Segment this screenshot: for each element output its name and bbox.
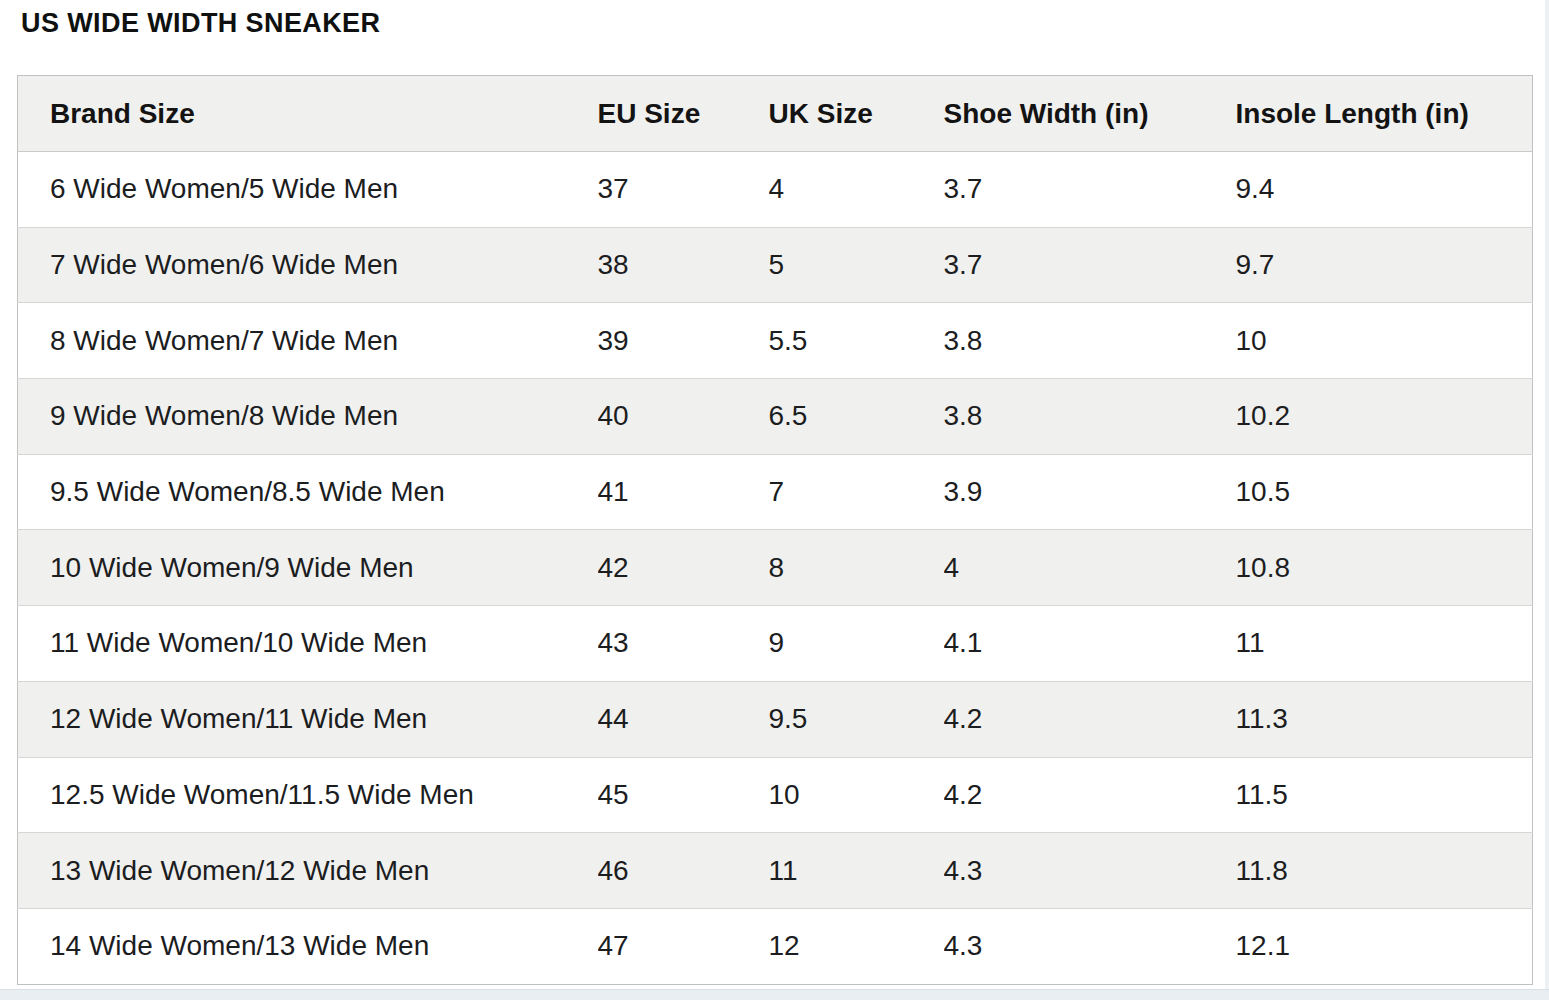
table-row: 6 Wide Women/5 Wide Men3743.79.4: [18, 152, 1533, 228]
table-cell: 11.5: [1236, 757, 1533, 833]
table-cell: 10 Wide Women/9 Wide Men: [18, 530, 598, 606]
table-cell: 39: [598, 303, 769, 379]
table-cell: 4.2: [944, 681, 1236, 757]
table-cell: 38: [598, 227, 769, 303]
table-cell: 37: [598, 152, 769, 228]
table-cell: 4.3: [944, 833, 1236, 909]
table-row: 9 Wide Women/8 Wide Men406.53.810.2: [18, 379, 1533, 455]
table-cell: 4.2: [944, 757, 1236, 833]
table-row: 12 Wide Women/11 Wide Men449.54.211.3: [18, 681, 1533, 757]
table-cell: 46: [598, 833, 769, 909]
table-cell: 45: [598, 757, 769, 833]
page-title: US WIDE WIDTH SNEAKER: [21, 8, 380, 39]
table-cell: 6 Wide Women/5 Wide Men: [18, 152, 598, 228]
table-cell: 10.8: [1236, 530, 1533, 606]
table-cell: 5.5: [769, 303, 944, 379]
table-cell: 9.7: [1236, 227, 1533, 303]
table-cell: 13 Wide Women/12 Wide Men: [18, 833, 598, 909]
table-cell: 10: [769, 757, 944, 833]
table-cell: 7 Wide Women/6 Wide Men: [18, 227, 598, 303]
table-cell: 5: [769, 227, 944, 303]
column-header-eu-size: EU Size: [598, 76, 769, 152]
bottom-page-strip: [0, 989, 1549, 1000]
table-header: Brand Size EU Size UK Size Shoe Width (i…: [18, 76, 1533, 152]
table-cell: 40: [598, 379, 769, 455]
table-cell: 9: [769, 606, 944, 682]
table-cell: 3.7: [944, 152, 1236, 228]
table-row: 14 Wide Women/13 Wide Men47124.312.1: [18, 908, 1533, 984]
table-cell: 44: [598, 681, 769, 757]
table-cell: 12: [769, 908, 944, 984]
table-cell: 6.5: [769, 379, 944, 455]
table-cell: 10.2: [1236, 379, 1533, 455]
table-cell: 4: [769, 152, 944, 228]
table-row: 12.5 Wide Women/11.5 Wide Men45104.211.5: [18, 757, 1533, 833]
column-header-uk-size: UK Size: [769, 76, 944, 152]
table-cell: 43: [598, 606, 769, 682]
table-cell: 9.4: [1236, 152, 1533, 228]
table-cell: 3.7: [944, 227, 1236, 303]
table-cell: 3.8: [944, 379, 1236, 455]
table-row: 8 Wide Women/7 Wide Men395.53.810: [18, 303, 1533, 379]
page-edge-shade: [1545, 0, 1549, 1000]
table-cell: 14 Wide Women/13 Wide Men: [18, 908, 598, 984]
table-row: 9.5 Wide Women/8.5 Wide Men4173.910.5: [18, 454, 1533, 530]
table-row: 13 Wide Women/12 Wide Men46114.311.8: [18, 833, 1533, 909]
table-cell: 10: [1236, 303, 1533, 379]
table-cell: 41: [598, 454, 769, 530]
table-cell: 47: [598, 908, 769, 984]
table-cell: 11.3: [1236, 681, 1533, 757]
table-cell: 12 Wide Women/11 Wide Men: [18, 681, 598, 757]
table-cell: 3.9: [944, 454, 1236, 530]
table-cell: 9 Wide Women/8 Wide Men: [18, 379, 598, 455]
table-cell: 42: [598, 530, 769, 606]
table-cell: 11: [769, 833, 944, 909]
table-cell: 7: [769, 454, 944, 530]
table-cell: 4: [944, 530, 1236, 606]
table-cell: 12.1: [1236, 908, 1533, 984]
table-cell: 11 Wide Women/10 Wide Men: [18, 606, 598, 682]
table-cell: 9.5 Wide Women/8.5 Wide Men: [18, 454, 598, 530]
table-cell: 12.5 Wide Women/11.5 Wide Men: [18, 757, 598, 833]
table-cell: 8: [769, 530, 944, 606]
table-row: 10 Wide Women/9 Wide Men428410.8: [18, 530, 1533, 606]
table-body: 6 Wide Women/5 Wide Men3743.79.47 Wide W…: [18, 152, 1533, 985]
table-cell: 9.5: [769, 681, 944, 757]
table-cell: 4.1: [944, 606, 1236, 682]
column-header-brand-size: Brand Size: [18, 76, 598, 152]
table-cell: 10.5: [1236, 454, 1533, 530]
column-header-shoe-width: Shoe Width (in): [944, 76, 1236, 152]
table-row: 7 Wide Women/6 Wide Men3853.79.7: [18, 227, 1533, 303]
table-cell: 3.8: [944, 303, 1236, 379]
table-row: 11 Wide Women/10 Wide Men4394.111: [18, 606, 1533, 682]
table-cell: 11.8: [1236, 833, 1533, 909]
table-cell: 4.3: [944, 908, 1236, 984]
table-cell: 8 Wide Women/7 Wide Men: [18, 303, 598, 379]
table-header-row: Brand Size EU Size UK Size Shoe Width (i…: [18, 76, 1533, 152]
table-cell: 11: [1236, 606, 1533, 682]
size-chart-table: Brand Size EU Size UK Size Shoe Width (i…: [17, 75, 1533, 985]
column-header-insole-length: Insole Length (in): [1236, 76, 1533, 152]
